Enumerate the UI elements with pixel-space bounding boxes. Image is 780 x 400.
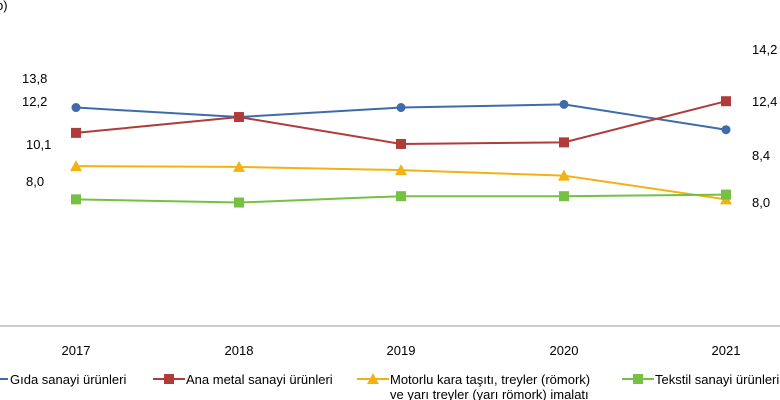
legend-label-tekstil: Tekstil sanayi ürünleri — [655, 372, 779, 387]
data-point-motorlu-2-2019 — [395, 164, 407, 176]
data-point-ana-1-2020 — [559, 137, 569, 148]
data-point-gda-0-2021 — [721, 125, 731, 135]
legend-marker-tekstil — [633, 374, 643, 384]
right-label-gida: 12,4 — [752, 94, 777, 109]
legend-label-ana-metal: Ana metal sanayi ürünleri — [186, 372, 333, 387]
series-layer — [70, 96, 732, 208]
data-point-tekstil-3-2021 — [721, 189, 731, 200]
x-axis-ticks: 2017 2018 2019 2020 2021 — [62, 343, 741, 358]
data-point-motorlu-2-2017 — [70, 160, 82, 172]
data-point-tekstil-3-2017 — [71, 194, 81, 205]
data-point-ana-1-2018 — [234, 112, 244, 123]
x-tick-label: 2021 — [712, 343, 741, 358]
left-data-labels: 13,8 12,2 10,1 8,0 — [22, 71, 51, 189]
legend-label-motorlu-line1: Motorlu kara taşıtı, treyler (römork) — [390, 372, 590, 387]
legend-item-ana-metal: Ana metal sanayi ürünleri — [153, 372, 333, 387]
data-point-motorlu-2-2018 — [233, 160, 245, 172]
right-label-ana-metal: 14,2 — [752, 42, 777, 57]
left-label-tekstil: 8,0 — [26, 174, 44, 189]
legend-item-tekstil: Tekstil sanayi ürünleri — [622, 372, 779, 387]
data-point-motorlu-2-2020 — [558, 169, 570, 181]
legend: Gıda sanayi ürünleri Ana metal sanayi ür… — [0, 372, 779, 400]
x-tick-label: 2020 — [550, 343, 579, 358]
data-point-tekstil-3-2018 — [234, 197, 244, 208]
left-label-gida: 13,8 — [22, 71, 47, 86]
left-label-ana-metal: 12,2 — [22, 94, 47, 109]
corner-fragment: b) — [0, 0, 8, 13]
legend-label-gida: Gıda sanayi ürünleri — [10, 372, 126, 387]
right-label-motorlu: 8,0 — [752, 195, 770, 210]
data-point-ana-1-2021 — [721, 96, 731, 107]
data-point-tekstil-3-2019 — [396, 191, 406, 202]
x-tick-label: 2019 — [387, 343, 416, 358]
legend-item-motorlu: Motorlu kara taşıtı, treyler (römork) ve… — [357, 372, 590, 400]
left-label-motorlu: 10,1 — [26, 137, 51, 152]
data-point-tekstil-3-2020 — [559, 191, 569, 202]
data-point-ana-1-2019 — [396, 138, 406, 149]
legend-label-motorlu-line2: ve yarı treyler (yarı römork) imalatı — [390, 387, 589, 400]
legend-marker-ana-metal — [164, 374, 174, 384]
data-point-ana-1-2017 — [71, 127, 81, 138]
data-point-gda-0-2017 — [71, 103, 81, 113]
x-tick-label: 2018 — [225, 343, 254, 358]
data-point-gda-0-2020 — [559, 99, 569, 109]
right-data-labels: 14,2 12,4 8,4 8,0 — [752, 42, 777, 210]
legend-marker-motorlu — [367, 373, 379, 384]
x-tick-label: 2017 — [62, 343, 91, 358]
legend-item-gida: Gıda sanayi ürünleri — [0, 372, 126, 387]
data-point-gda-0-2019 — [396, 103, 406, 113]
right-label-tekstil: 8,4 — [752, 148, 770, 163]
